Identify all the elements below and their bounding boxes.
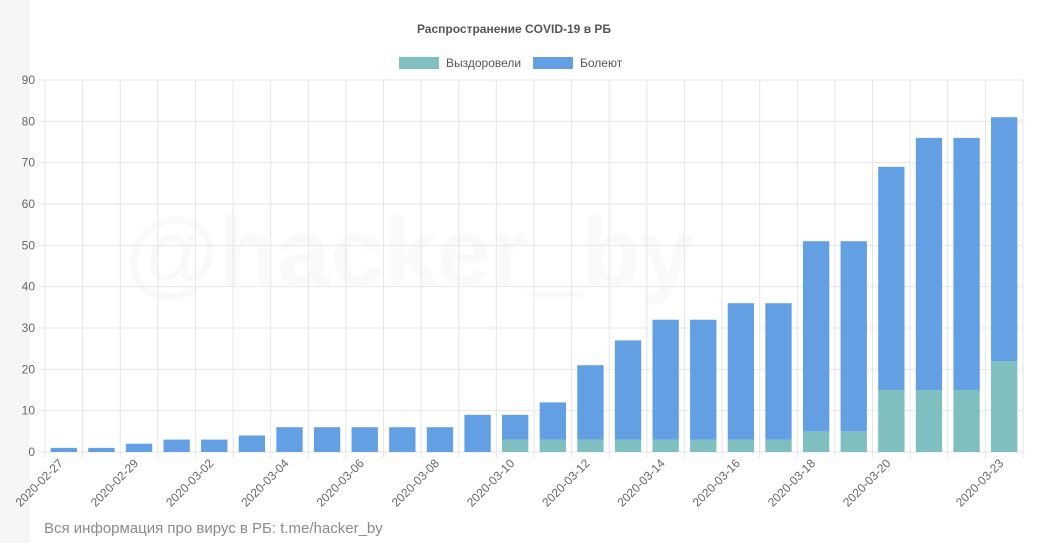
bar-recovered[interactable] — [502, 439, 529, 452]
x-tick-label: 2020-03-06 — [314, 456, 368, 510]
bar-sick[interactable] — [690, 319, 717, 440]
watermark: @hacker_by — [125, 199, 694, 306]
y-tick-label: 10 — [22, 404, 36, 418]
bar-sick[interactable] — [389, 427, 416, 452]
y-tick-label: 50 — [22, 238, 36, 252]
bar-sick[interactable] — [878, 166, 905, 390]
bar-recovered[interactable] — [690, 439, 717, 452]
x-tick-label: 2020-03-12 — [539, 456, 593, 510]
chart-title: Распространение COVID-19 в РБ — [417, 22, 611, 36]
bar-sick[interactable] — [614, 340, 642, 440]
bar-recovered[interactable] — [577, 439, 604, 452]
bar-sick[interactable] — [163, 439, 190, 452]
bar-sick[interactable] — [991, 117, 1018, 362]
bar-sick[interactable] — [464, 414, 491, 452]
bar-sick[interactable] — [802, 241, 830, 432]
legend-swatch-recovered — [399, 57, 439, 69]
bar-recovered[interactable] — [727, 439, 755, 452]
x-axis: 2020-02-27 2020-02-29 2020-03-02 2020-03-04… — [13, 456, 1007, 510]
legend-swatch-sick — [533, 57, 573, 69]
grid — [39, 79, 1024, 458]
bar-recovered[interactable] — [652, 439, 679, 452]
bar-sick[interactable] — [953, 137, 980, 390]
legend-item-sick[interactable]: Болеют — [533, 56, 623, 70]
bar-sick[interactable] — [915, 137, 943, 390]
y-tick-label: 0 — [28, 445, 35, 459]
x-tick-label: 2020-03-18 — [765, 456, 819, 510]
y-tick-label: 70 — [22, 156, 36, 170]
y-tick-label: 20 — [22, 362, 36, 376]
bar-sick[interactable] — [88, 447, 115, 452]
bars — [50, 117, 1018, 452]
y-tick-label: 40 — [22, 280, 36, 294]
bar-sick[interactable] — [840, 241, 867, 432]
bar-recovered[interactable] — [765, 439, 792, 452]
bar-sick[interactable] — [727, 303, 755, 440]
bar-recovered[interactable] — [953, 390, 980, 452]
bar-sick[interactable] — [351, 427, 378, 452]
bar-sick[interactable] — [577, 365, 604, 440]
bar-sick[interactable] — [201, 439, 228, 452]
bar-recovered[interactable] — [802, 431, 830, 452]
bar-recovered[interactable] — [915, 390, 943, 452]
legend-label-sick: Болеют — [580, 56, 623, 70]
x-tick-label: 2020-03-10 — [464, 456, 518, 510]
bar-sick[interactable] — [426, 427, 454, 452]
bar-sick[interactable] — [765, 303, 792, 440]
y-axis: 0 10 20 30 40 50 60 70 80 90 — [22, 73, 36, 459]
bar-recovered[interactable] — [878, 390, 905, 452]
footer-note: Вся информация про вирус в РБ: t.me/hack… — [44, 520, 383, 537]
bar-sick[interactable] — [238, 435, 266, 452]
bar-recovered[interactable] — [614, 439, 642, 452]
left-margin-strip — [0, 0, 30, 543]
legend-label-recovered: Выздоровели — [446, 56, 521, 70]
bar-sick[interactable] — [313, 427, 341, 452]
x-tick-label: 2020-03-04 — [238, 456, 292, 510]
y-tick-label: 30 — [22, 321, 36, 335]
x-tick-label: 2020-03-23 — [953, 456, 1007, 510]
legend: Выздоровели Болеют — [399, 56, 623, 70]
y-tick-label: 90 — [22, 73, 36, 87]
bar-recovered[interactable] — [840, 431, 867, 452]
bar-sick[interactable] — [276, 427, 303, 452]
x-tick-label: 2020-02-29 — [88, 456, 142, 510]
x-tick-label: 2020-03-16 — [690, 456, 744, 510]
legend-item-recovered[interactable]: Выздоровели — [399, 56, 521, 70]
x-tick-label: 2020-03-20 — [840, 456, 894, 510]
x-tick-label: 2020-03-08 — [389, 456, 443, 510]
bar-sick[interactable] — [539, 402, 566, 440]
bar-sick[interactable] — [652, 319, 679, 440]
bar-sick[interactable] — [125, 443, 153, 452]
y-tick-label: 60 — [22, 197, 36, 211]
y-tick-label: 80 — [22, 114, 36, 128]
bar-recovered[interactable] — [539, 439, 566, 452]
x-tick-label: 2020-03-02 — [163, 456, 217, 510]
x-tick-label: 2020-03-14 — [614, 456, 668, 510]
x-tick-label: 2020-02-27 — [13, 456, 67, 510]
bar-sick[interactable] — [50, 447, 77, 452]
bar-recovered[interactable] — [991, 361, 1018, 452]
bar-sick[interactable] — [502, 414, 529, 440]
